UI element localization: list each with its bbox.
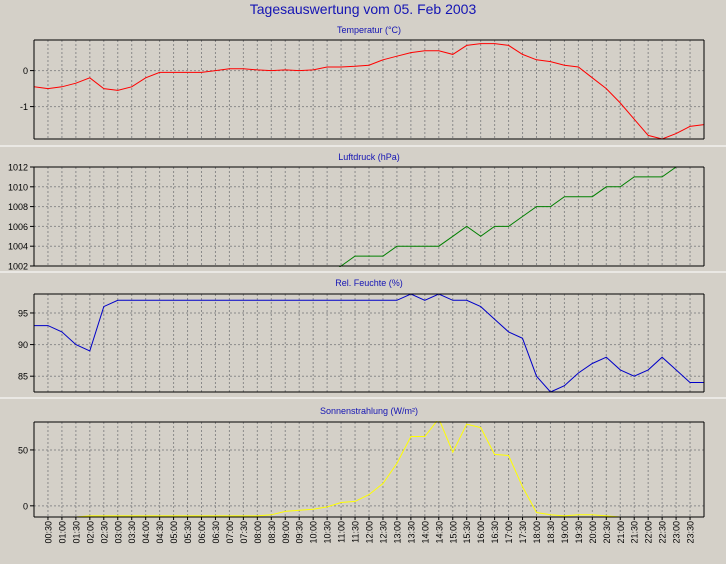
x-tick-label: 22:00 bbox=[644, 521, 654, 544]
x-tick-label: 21:00 bbox=[616, 521, 626, 544]
y-tick-label: 50 bbox=[18, 445, 28, 455]
x-tick-label: 04:00 bbox=[141, 521, 151, 544]
data-series-line bbox=[34, 293, 704, 393]
x-tick-label: 14:00 bbox=[420, 521, 430, 544]
x-tick-label: 21:30 bbox=[630, 521, 640, 544]
x-tick-label: 04:30 bbox=[155, 521, 165, 544]
x-tick-label: 12:00 bbox=[365, 521, 375, 544]
y-tick-label: 1002 bbox=[8, 262, 28, 272]
x-tick-label: 16:30 bbox=[490, 521, 500, 544]
chart-panel-4: Sonnenstrahlung (W/m²) 50 0 00:30 01:00 01:30… bbox=[18, 406, 705, 544]
x-tick-label: 06:00 bbox=[197, 521, 207, 544]
x-tick-label: 03:30 bbox=[127, 521, 137, 544]
x-tick-label: 19:30 bbox=[574, 521, 584, 544]
chart-panel-3: Rel. Feuchte (%) 95 90 85 bbox=[0, 278, 726, 399]
x-tick-label: 17:30 bbox=[518, 521, 528, 544]
x-tick-label: 12:30 bbox=[378, 521, 388, 544]
data-series-line bbox=[34, 421, 704, 518]
data-series-line bbox=[338, 166, 704, 267]
x-tick-label: 05:30 bbox=[183, 521, 193, 544]
x-tick-label: 07:00 bbox=[225, 521, 235, 544]
x-tick-label: 07:30 bbox=[239, 521, 249, 544]
x-tick-label: 16:00 bbox=[476, 521, 486, 544]
x-tick-label: 23:30 bbox=[686, 521, 696, 544]
x-tick-label: 05:00 bbox=[169, 521, 179, 544]
x-tick-label: 17:00 bbox=[504, 521, 514, 544]
x-tick-label: 01:30 bbox=[71, 521, 81, 544]
x-tick-label: 18:00 bbox=[532, 521, 542, 544]
x-tick-label: 11:00 bbox=[337, 521, 347, 543]
x-tick-label: 15:30 bbox=[462, 521, 472, 544]
x-tick-label: 10:00 bbox=[309, 521, 319, 544]
x-tick-label: 10:30 bbox=[323, 521, 333, 544]
x-tick-label: 03:00 bbox=[113, 521, 123, 544]
x-tick-label: 22:30 bbox=[658, 521, 668, 544]
chart-panel-1: Temperatur (°C) 0 -1 bbox=[0, 25, 726, 147]
chart-title: Temperatur (°C) bbox=[337, 25, 401, 35]
y-tick-label: 85 bbox=[18, 372, 28, 382]
y-tick-label: 1008 bbox=[8, 202, 28, 212]
y-tick-label: 1012 bbox=[8, 163, 28, 173]
x-tick-label: 00:30 bbox=[43, 521, 53, 544]
y-tick-label: 1006 bbox=[8, 222, 28, 232]
x-tick-label: 08:00 bbox=[253, 521, 263, 544]
x-tick-label: 23:00 bbox=[672, 521, 682, 544]
page-title: Tagesauswertung vom 05. Feb 2003 bbox=[249, 1, 477, 17]
x-tick-label: 19:00 bbox=[560, 521, 570, 544]
x-tick-label: 20:30 bbox=[602, 521, 612, 544]
x-tick-label: 08:30 bbox=[267, 521, 277, 544]
y-tick-label: 95 bbox=[18, 308, 28, 318]
y-tick-label: 1010 bbox=[8, 182, 28, 192]
x-tick-label: 15:00 bbox=[448, 521, 458, 544]
y-tick-label: 90 bbox=[18, 340, 28, 350]
data-series-line bbox=[34, 43, 704, 140]
x-tick-label: 09:00 bbox=[281, 521, 291, 544]
y-tick-label: 0 bbox=[23, 501, 28, 511]
x-tick-label: 13:30 bbox=[406, 521, 416, 544]
x-tick-label: 20:00 bbox=[588, 521, 598, 544]
x-tick-label: 09:30 bbox=[295, 521, 305, 544]
x-tick-label: 14:30 bbox=[434, 521, 444, 544]
x-tick-label: 01:00 bbox=[57, 521, 67, 544]
chart-title: Rel. Feuchte (%) bbox=[335, 278, 403, 288]
x-tick-label: 06:30 bbox=[211, 521, 221, 544]
y-tick-label: 0 bbox=[23, 66, 28, 76]
x-tick-label: 02:30 bbox=[99, 521, 109, 544]
x-tick-label: 11:30 bbox=[351, 521, 361, 543]
x-tick-label: 18:30 bbox=[546, 521, 556, 544]
chart-title: Sonnenstrahlung (W/m²) bbox=[320, 406, 418, 416]
y-tick-label: -1 bbox=[20, 102, 28, 112]
chart-title: Luftdruck (hPa) bbox=[338, 152, 400, 162]
x-tick-label: 13:00 bbox=[392, 521, 402, 544]
y-tick-label: 1004 bbox=[8, 242, 28, 252]
chart-panel-2: Luftdruck (hPa) 1002 1004 1006 1008 1010 1012 bbox=[0, 152, 726, 273]
plot-area bbox=[34, 422, 704, 517]
x-tick-label: 02:00 bbox=[85, 521, 95, 544]
